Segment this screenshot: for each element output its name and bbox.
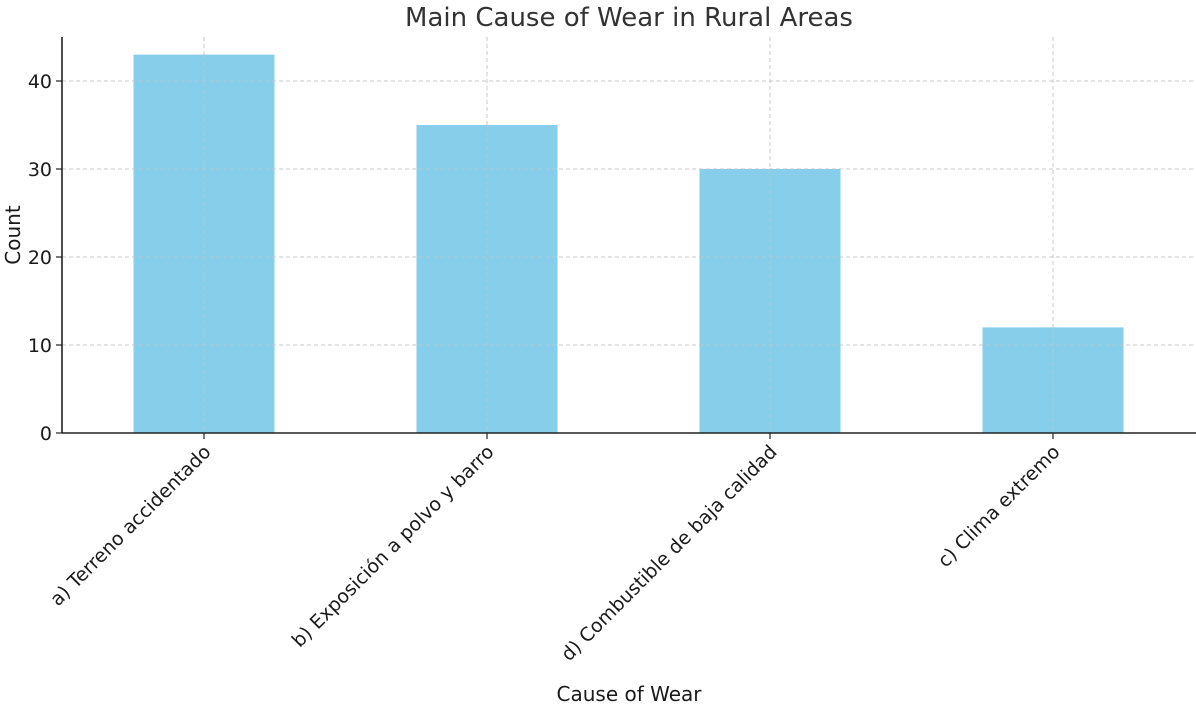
y-tick-label: 10 — [28, 335, 52, 357]
x-tick-label: d) Combustible de baja calidad — [557, 441, 782, 666]
x-ticks: a) Terreno accidentado b) Exposición a po… — [46, 433, 1065, 666]
bars — [62, 54, 1196, 433]
y-tick-label: 40 — [28, 71, 52, 93]
x-tick-label: c) Clima extremo — [934, 441, 1065, 572]
y-tick-label: 30 — [28, 159, 52, 181]
axes — [61, 37, 1196, 434]
y-tick-label: 0 — [40, 423, 52, 445]
y-tick-label: 20 — [28, 247, 52, 269]
x-tick-label: a) Terreno accidentado — [46, 441, 216, 611]
y-ticks: 0 10 20 30 40 — [28, 71, 62, 445]
x-tick-label: b) Exposición a polvo y barro — [288, 441, 499, 652]
chart-title: Main Cause of Wear in Rural Areas — [405, 3, 853, 33]
x-axis-label: Cause of Wear — [557, 682, 703, 706]
y-axis-label: Count — [1, 205, 25, 265]
